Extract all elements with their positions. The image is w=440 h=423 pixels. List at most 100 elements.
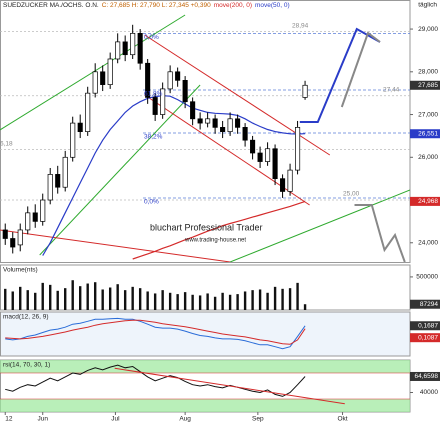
trend-line xyxy=(114,367,345,405)
volume-bar xyxy=(131,286,134,310)
volume-bar xyxy=(296,282,299,310)
candle-body xyxy=(32,212,38,222)
volume-bar xyxy=(183,292,187,310)
value-box-label: 27,685 xyxy=(418,82,438,89)
volume-bar xyxy=(79,286,82,310)
volume-bar xyxy=(228,294,232,310)
candle-body xyxy=(160,88,166,115)
volume-bar xyxy=(49,284,52,310)
watermark-url: www.trading-house.net xyxy=(184,238,246,244)
projection-line xyxy=(340,31,381,108)
candle-body xyxy=(122,41,128,56)
volume-bar xyxy=(176,294,179,310)
legend-entry: move(50, 0) xyxy=(255,2,290,9)
volume-bar xyxy=(19,286,22,310)
candle-body xyxy=(115,41,121,60)
rsi-band xyxy=(0,360,410,373)
volume-bar xyxy=(221,292,224,310)
candle-body xyxy=(280,178,286,192)
legend-entry: move(200, 0) xyxy=(214,2,252,9)
candle-body xyxy=(242,127,248,141)
volume-plot xyxy=(4,280,307,310)
x-tick-label: Jul xyxy=(111,416,120,423)
volume-bar xyxy=(123,290,127,310)
value-box xyxy=(410,80,440,90)
candle-body xyxy=(77,122,83,132)
candle-body xyxy=(145,62,151,98)
candle-body xyxy=(235,118,241,128)
reference-label: 25,00 xyxy=(343,191,360,198)
volume-frame xyxy=(0,264,411,311)
volume-bar xyxy=(34,292,37,310)
indicator-line xyxy=(5,317,306,350)
candle-body xyxy=(197,118,203,124)
value-box-label: 0,1687 xyxy=(418,322,438,329)
value-box-label: 24,968 xyxy=(418,198,438,205)
candle-body xyxy=(107,58,113,85)
value-box-label: 87294 xyxy=(420,301,438,308)
candle-body xyxy=(212,118,218,128)
value-box xyxy=(410,129,440,139)
header: SUEDZUCKER MA./OCHS. O.N. C: 27,685 H: 27… xyxy=(3,2,290,9)
candle-body xyxy=(250,139,256,154)
labels: 24,000 26,000 27,000 28,000 29,000 28,94 27,44… xyxy=(0,22,440,423)
volume-bar xyxy=(206,293,209,310)
projection-line xyxy=(299,27,381,123)
candle-body xyxy=(85,92,91,132)
reference-label: 6,18 xyxy=(0,140,13,147)
candle-body xyxy=(302,84,308,98)
volume-bar xyxy=(213,296,217,310)
candle-body xyxy=(220,127,226,132)
macd-frame xyxy=(0,311,411,357)
fib-label: 61,8% xyxy=(144,91,163,98)
trend-line xyxy=(39,84,201,256)
volume-bar xyxy=(108,287,112,310)
y-tick-label: 29,000 xyxy=(418,26,438,33)
value-box xyxy=(410,196,440,206)
value-box-label: 26,551 xyxy=(418,130,438,137)
trend-line xyxy=(0,14,186,131)
volume-bar xyxy=(281,288,284,310)
panel-title: rsi(14, 70, 30, 1) xyxy=(3,362,50,369)
candle-body xyxy=(257,152,263,162)
volume-bar xyxy=(161,290,164,310)
projection-line xyxy=(354,204,406,262)
candle-body xyxy=(272,148,278,180)
value-box-label: 0,1087 xyxy=(418,334,438,341)
y-tick-label: 26,000 xyxy=(418,154,438,161)
indicator-line xyxy=(5,319,306,345)
quote: C: 27,685 H: 27,790 L: 27,345 +0,390 xyxy=(102,2,211,9)
candle-body xyxy=(40,199,46,222)
candle-body xyxy=(265,148,271,162)
volume-bar xyxy=(138,288,142,310)
x-tick-label: Okt xyxy=(337,416,347,423)
rsi-band xyxy=(0,399,410,412)
candle-body xyxy=(137,32,143,64)
volume-bar xyxy=(258,289,262,310)
volume-bar xyxy=(41,282,44,310)
candle-body xyxy=(17,229,23,246)
interval: täglich xyxy=(418,2,437,9)
value-box xyxy=(410,333,440,343)
y-tick-label: 24,000 xyxy=(418,239,438,246)
x-tick-label: Sep xyxy=(252,416,264,423)
value-box xyxy=(410,371,440,381)
fib-label: 0,0% xyxy=(144,199,159,206)
candle-body xyxy=(62,156,68,188)
trend-line xyxy=(0,229,231,262)
macd-plot xyxy=(5,317,306,350)
value-box-label: 64,6598 xyxy=(415,373,439,380)
volume-bar xyxy=(303,304,307,310)
reference-label: 28,94 xyxy=(292,22,309,29)
candle-body xyxy=(295,127,301,171)
volume-bar xyxy=(26,290,29,310)
y-tick-label: 28,000 xyxy=(418,69,438,76)
volume-bar xyxy=(273,286,277,310)
fib-label: 38,2% xyxy=(144,134,163,141)
main-plot xyxy=(0,14,410,262)
volume-bar xyxy=(56,290,59,310)
y-tick-label: 500000 xyxy=(416,274,438,281)
candle-body xyxy=(227,118,233,132)
candle-body xyxy=(175,71,181,81)
reference-label: 27,44 xyxy=(383,86,400,93)
